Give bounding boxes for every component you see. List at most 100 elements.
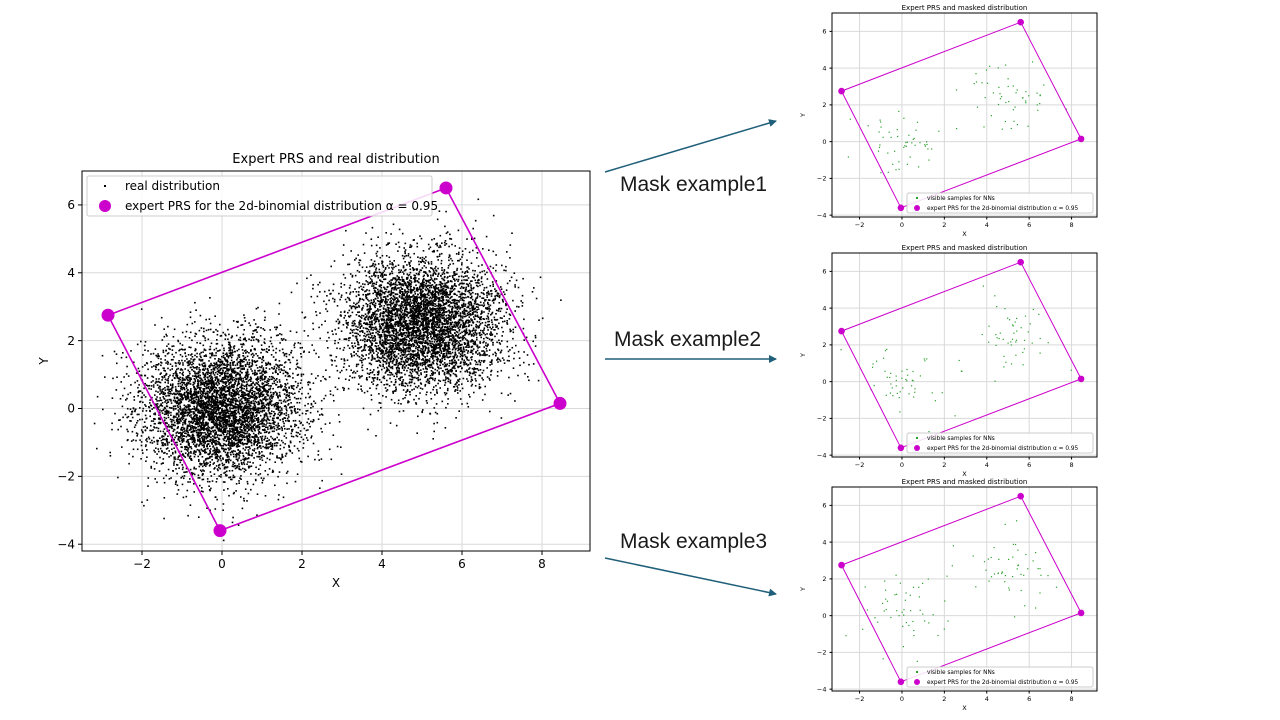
data-point: [234, 427, 237, 430]
data-point: [216, 416, 218, 419]
data-point: [232, 346, 235, 348]
data-point: [187, 405, 190, 407]
data-point: [147, 385, 149, 387]
data-point: [268, 385, 270, 387]
data-point: [170, 477, 172, 479]
data-point: [203, 390, 206, 392]
data-point: [155, 447, 157, 449]
data-point: [268, 376, 271, 378]
data-point: [185, 449, 188, 451]
data-point: [142, 410, 144, 412]
data-point: [277, 424, 279, 426]
data-point: [230, 424, 233, 426]
data-point: [145, 439, 147, 441]
data-point: [257, 417, 260, 419]
data-point: [163, 369, 165, 372]
data-point: [260, 366, 263, 369]
data-point: [144, 429, 147, 431]
data-point: [233, 420, 235, 423]
data-point: [269, 415, 272, 418]
data-point: [264, 388, 266, 390]
data-point: [144, 396, 147, 398]
data-point: [156, 403, 159, 405]
data-point: [204, 409, 206, 412]
data-point: [235, 439, 238, 442]
data-point: [190, 431, 193, 433]
data-point: [206, 403, 208, 405]
data-point: [184, 422, 186, 424]
data-point: [210, 386, 212, 388]
data-point: [222, 445, 225, 447]
data-point: [158, 378, 160, 380]
data-point: [301, 392, 303, 395]
data-point: [182, 413, 185, 416]
data-point: [132, 455, 134, 458]
data-point: [147, 485, 149, 487]
data-point: [118, 419, 120, 421]
data-point: [195, 426, 198, 429]
data-point: [168, 441, 170, 444]
data-point: [181, 475, 184, 478]
data-point: [224, 481, 226, 483]
data-point: [333, 400, 335, 402]
data-point: [172, 453, 174, 455]
data-point: [261, 422, 264, 425]
data-point: [206, 463, 208, 466]
data-point: [222, 428, 225, 431]
data-point: [283, 393, 286, 395]
data-point: [231, 422, 234, 425]
data-point: [220, 417, 222, 419]
data-point: [210, 362, 212, 365]
data-point: [157, 363, 160, 365]
data-point: [277, 428, 280, 430]
data-point: [228, 436, 230, 439]
data-point: [167, 435, 169, 437]
data-point: [199, 443, 201, 446]
data-point: [286, 470, 289, 473]
data-point: [212, 450, 214, 452]
data-point: [204, 364, 207, 366]
data-point: [189, 316, 192, 319]
data-point: [217, 434, 219, 436]
data-point: [239, 339, 242, 342]
data-point: [307, 335, 309, 337]
data-point: [234, 464, 237, 467]
data-point: [147, 436, 150, 438]
data-point: [249, 414, 252, 416]
data-point: [161, 376, 163, 378]
data-point: [211, 480, 214, 482]
data-point: [136, 433, 139, 435]
data-point: [282, 372, 285, 375]
data-point: [217, 364, 220, 367]
data-point: [202, 424, 205, 426]
data-point: [233, 372, 236, 374]
data-point: [205, 355, 208, 357]
data-point: [266, 457, 269, 460]
data-point: [238, 418, 241, 420]
data-point: [261, 395, 263, 398]
data-point: [261, 419, 263, 422]
data-point: [192, 416, 195, 419]
data-point: [286, 482, 288, 485]
data-point: [219, 417, 221, 420]
data-point: [179, 376, 181, 379]
data-point: [222, 412, 225, 414]
data-point: [201, 478, 204, 481]
data-point: [207, 418, 210, 421]
data-point: [324, 394, 327, 397]
data-point: [191, 402, 194, 404]
data-point: [174, 399, 177, 402]
data-point: [230, 415, 232, 417]
data-point: [205, 424, 208, 426]
data-point: [168, 426, 171, 428]
data-point: [237, 443, 239, 446]
data-point: [250, 380, 252, 382]
data-point: [237, 524, 240, 526]
data-point: [207, 447, 209, 450]
data-point: [204, 393, 207, 395]
data-point: [244, 364, 247, 366]
data-point: [151, 375, 153, 378]
data-point: [151, 396, 153, 399]
data-point: [212, 370, 214, 373]
data-point: [262, 328, 265, 330]
